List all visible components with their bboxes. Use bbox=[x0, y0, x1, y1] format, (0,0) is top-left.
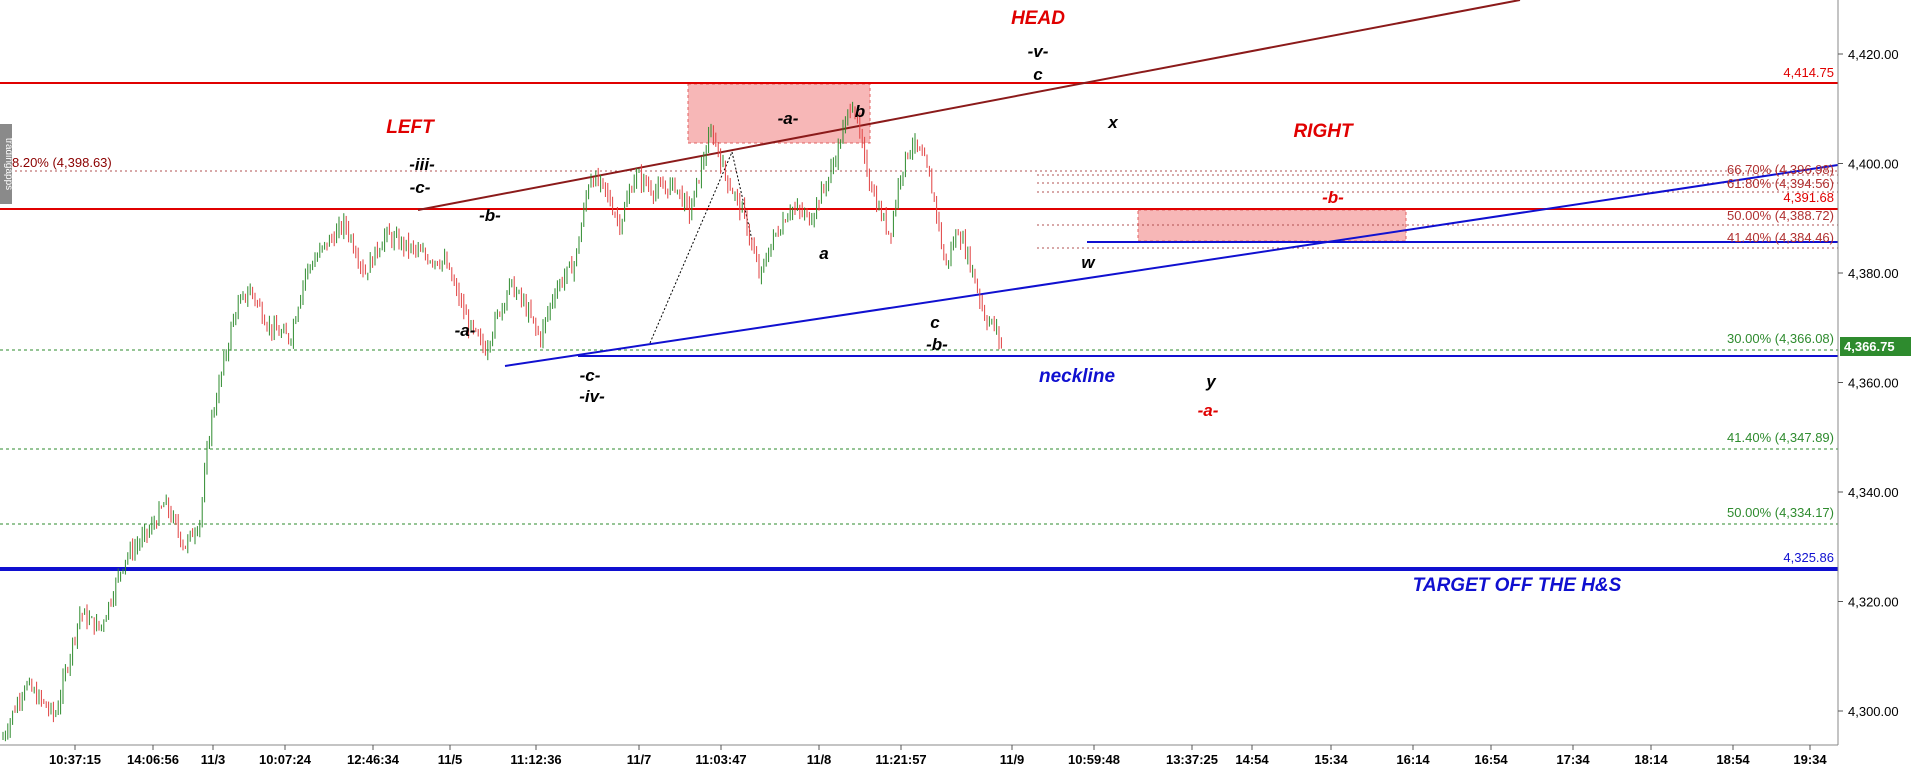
watermark-bg bbox=[0, 124, 12, 204]
wave-y-label: y bbox=[1205, 372, 1217, 391]
dotted-wave-line-2 bbox=[731, 151, 753, 241]
upper-channel-line bbox=[417, 0, 1521, 211]
y-tick-label: 4,320.00 bbox=[1848, 595, 1899, 610]
x-tick-label: 11:12:36 bbox=[510, 752, 561, 767]
wave-b-box-label: b bbox=[855, 102, 865, 121]
wave-b-right-label: -b- bbox=[1322, 188, 1344, 207]
x-tick-label: 11/8 bbox=[807, 752, 832, 767]
watermark: tradingapps bbox=[0, 124, 14, 204]
x-tick-label: 11/5 bbox=[438, 752, 463, 767]
x-tick-label: 16:54 bbox=[1474, 752, 1508, 767]
wave-b-left-label: -b- bbox=[479, 206, 501, 225]
wave-a-box-label: -a- bbox=[778, 109, 799, 128]
level-label-4325: 4,325.86 bbox=[1783, 550, 1834, 565]
x-tick-label: 11/9 bbox=[1000, 752, 1025, 767]
wave-c-iv-label: -c- bbox=[580, 366, 601, 385]
wave-w-label: w bbox=[1081, 253, 1096, 272]
wave-a-mid-label: a bbox=[819, 244, 828, 263]
right-label: RIGHT bbox=[1293, 121, 1354, 142]
y-tick-label: 4,340.00 bbox=[1848, 485, 1899, 500]
x-tick-label: 11:03:47 bbox=[695, 752, 746, 767]
time-axis: 10:37:15 14:06:56 11/3 10:07:24 12:46:34 11/5… bbox=[0, 744, 1838, 767]
target-label: TARGET OFF THE H&S bbox=[1413, 575, 1622, 596]
x-tick-label: 11/7 bbox=[627, 752, 652, 767]
level-label-4366: 30.00% (4,366.08) bbox=[1727, 331, 1834, 346]
plot-area bbox=[0, 0, 1838, 745]
zones-layer bbox=[687, 83, 1407, 242]
y-tick-label: 4,300.00 bbox=[1848, 704, 1899, 719]
level-label-4334: 50.00% (4,334.17) bbox=[1727, 505, 1834, 520]
x-tick-label: 10:59:48 bbox=[1068, 752, 1120, 767]
x-tick-label: 10:07:24 bbox=[259, 752, 312, 767]
y-tick-label: 4,380.00 bbox=[1848, 266, 1899, 281]
trendlines-layer bbox=[417, 0, 1839, 367]
wave-a-left-label: -a- bbox=[455, 321, 476, 340]
level-labels: 4,414.75 66.70% (4,396.98) 61.80% (4,394… bbox=[12, 65, 1834, 565]
x-tick-label: 18:14 bbox=[1634, 752, 1668, 767]
x-tick-label: 19:34 bbox=[1793, 752, 1827, 767]
neckline-label: neckline bbox=[1039, 366, 1115, 387]
x-tick-label: 14:06:56 bbox=[127, 752, 179, 767]
level-label-4396: 66.70% (4,396.98) bbox=[1727, 162, 1834, 177]
last-price-badge-bg bbox=[1840, 337, 1911, 356]
level-label-4347: 41.40% (4,347.89) bbox=[1727, 430, 1834, 445]
level-label-4398: 8.20% (4,398.63) bbox=[12, 155, 112, 170]
x-tick-label: 13:37:25 bbox=[1166, 752, 1218, 767]
left-label: LEFT bbox=[386, 117, 435, 138]
x-tick-label: 11:21:57 bbox=[875, 752, 926, 767]
dotted-wave-line-1 bbox=[649, 151, 733, 344]
y-tick-label: 4,420.00 bbox=[1848, 47, 1899, 62]
y-tick-label: 4,360.00 bbox=[1848, 376, 1899, 391]
y-tick-label: 4,400.00 bbox=[1848, 157, 1899, 172]
wave-x-label: x bbox=[1107, 113, 1119, 132]
watermark-text: tradingapps bbox=[3, 138, 14, 190]
wave-a-box bbox=[687, 83, 871, 144]
wave-a-right-label: -a- bbox=[1198, 401, 1219, 420]
head-label: HEAD bbox=[1011, 8, 1065, 29]
x-tick-label: 11/3 bbox=[201, 752, 226, 767]
level-label-4388: 50.00% (4,388.72) bbox=[1727, 208, 1834, 223]
level-label-4394: 61.80% (4,394.56) bbox=[1727, 176, 1834, 191]
wave-iii-label: -iii- bbox=[409, 155, 435, 174]
neckline-sloped bbox=[504, 164, 1839, 367]
level-label-4391: 4,391.68 bbox=[1783, 190, 1834, 205]
price-axis: 4,300.00 4,320.00 4,340.00 4,360.00 4,380.00… bbox=[1837, 0, 1899, 745]
wave-c-mid-label: c bbox=[930, 313, 940, 332]
annotations-layer: HEAD LEFT RIGHT neckline TARGET OFF THE … bbox=[386, 8, 1621, 596]
wave-b-mid-label: -b- bbox=[926, 335, 948, 354]
last-price-value: 4,366.75 bbox=[1844, 339, 1895, 354]
level-label-4414: 4,414.75 bbox=[1783, 65, 1834, 80]
wave-c-head-label: c bbox=[1033, 65, 1043, 84]
last-price-badge: 4,366.75 bbox=[1840, 337, 1911, 356]
x-tick-label: 16:14 bbox=[1396, 752, 1430, 767]
x-tick-label: 14:54 bbox=[1235, 752, 1269, 767]
x-tick-label: 10:37:15 bbox=[49, 752, 101, 767]
x-tick-label: 18:54 bbox=[1716, 752, 1750, 767]
x-tick-label: 15:34 bbox=[1314, 752, 1348, 767]
x-tick-label: 17:34 bbox=[1556, 752, 1590, 767]
x-tick-label: 12:46:34 bbox=[347, 752, 400, 767]
wave-v-label: -v- bbox=[1028, 42, 1049, 61]
level-label-4384: 41.40% (4,384.46) bbox=[1727, 230, 1834, 245]
wave-iv-label: -iv- bbox=[579, 387, 605, 406]
wave-c-left-label: -c- bbox=[410, 178, 431, 197]
candles-layer bbox=[2, 101, 1002, 742]
